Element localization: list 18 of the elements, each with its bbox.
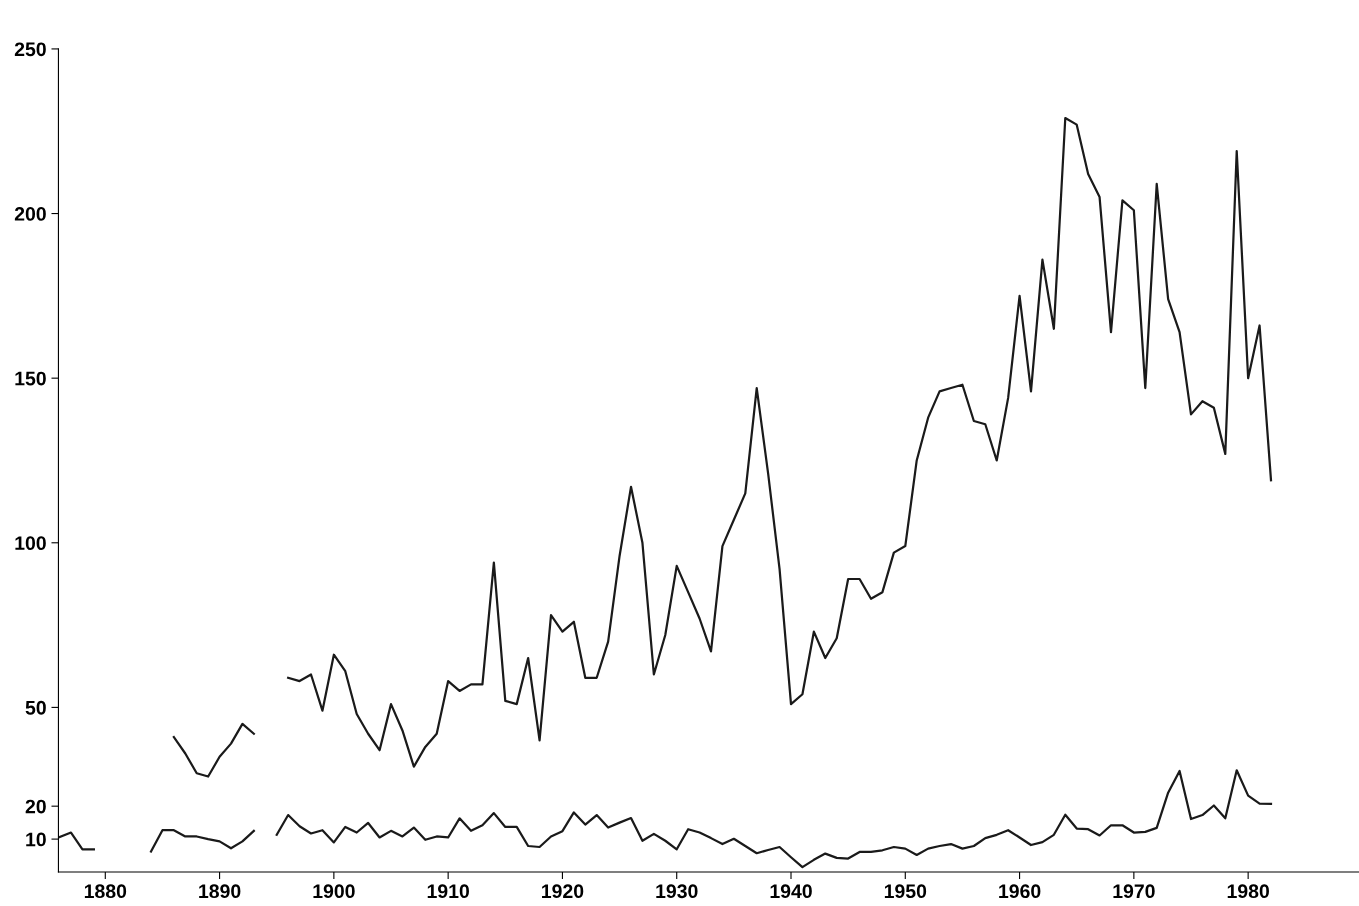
x-tick-label: 1890	[199, 884, 241, 899]
x-tick-label: 1900	[313, 884, 355, 899]
x-tick-label: 1880	[84, 884, 127, 899]
x-tick-label: 1970	[1113, 884, 1155, 899]
y-tick-label: 10	[26, 832, 46, 847]
y-tick-label: 20	[25, 799, 46, 814]
y-tick-label: 250	[14, 42, 46, 57]
y-tick-label: 150	[15, 371, 46, 386]
x-tick-label: 1920	[542, 884, 584, 899]
y-tick-label: 100	[15, 536, 46, 551]
y-tick-label: 200	[14, 207, 46, 221]
x-tick-label: 1960	[999, 884, 1041, 899]
x-tick-label: 1910	[427, 884, 469, 899]
x-tick-label: 1940	[770, 884, 812, 899]
x-tick-label: 1950	[884, 884, 927, 899]
x-tick-label: 1930	[656, 884, 698, 899]
y-tick-label: 50	[25, 700, 46, 715]
x-tick-label: 1980	[1227, 884, 1269, 899]
